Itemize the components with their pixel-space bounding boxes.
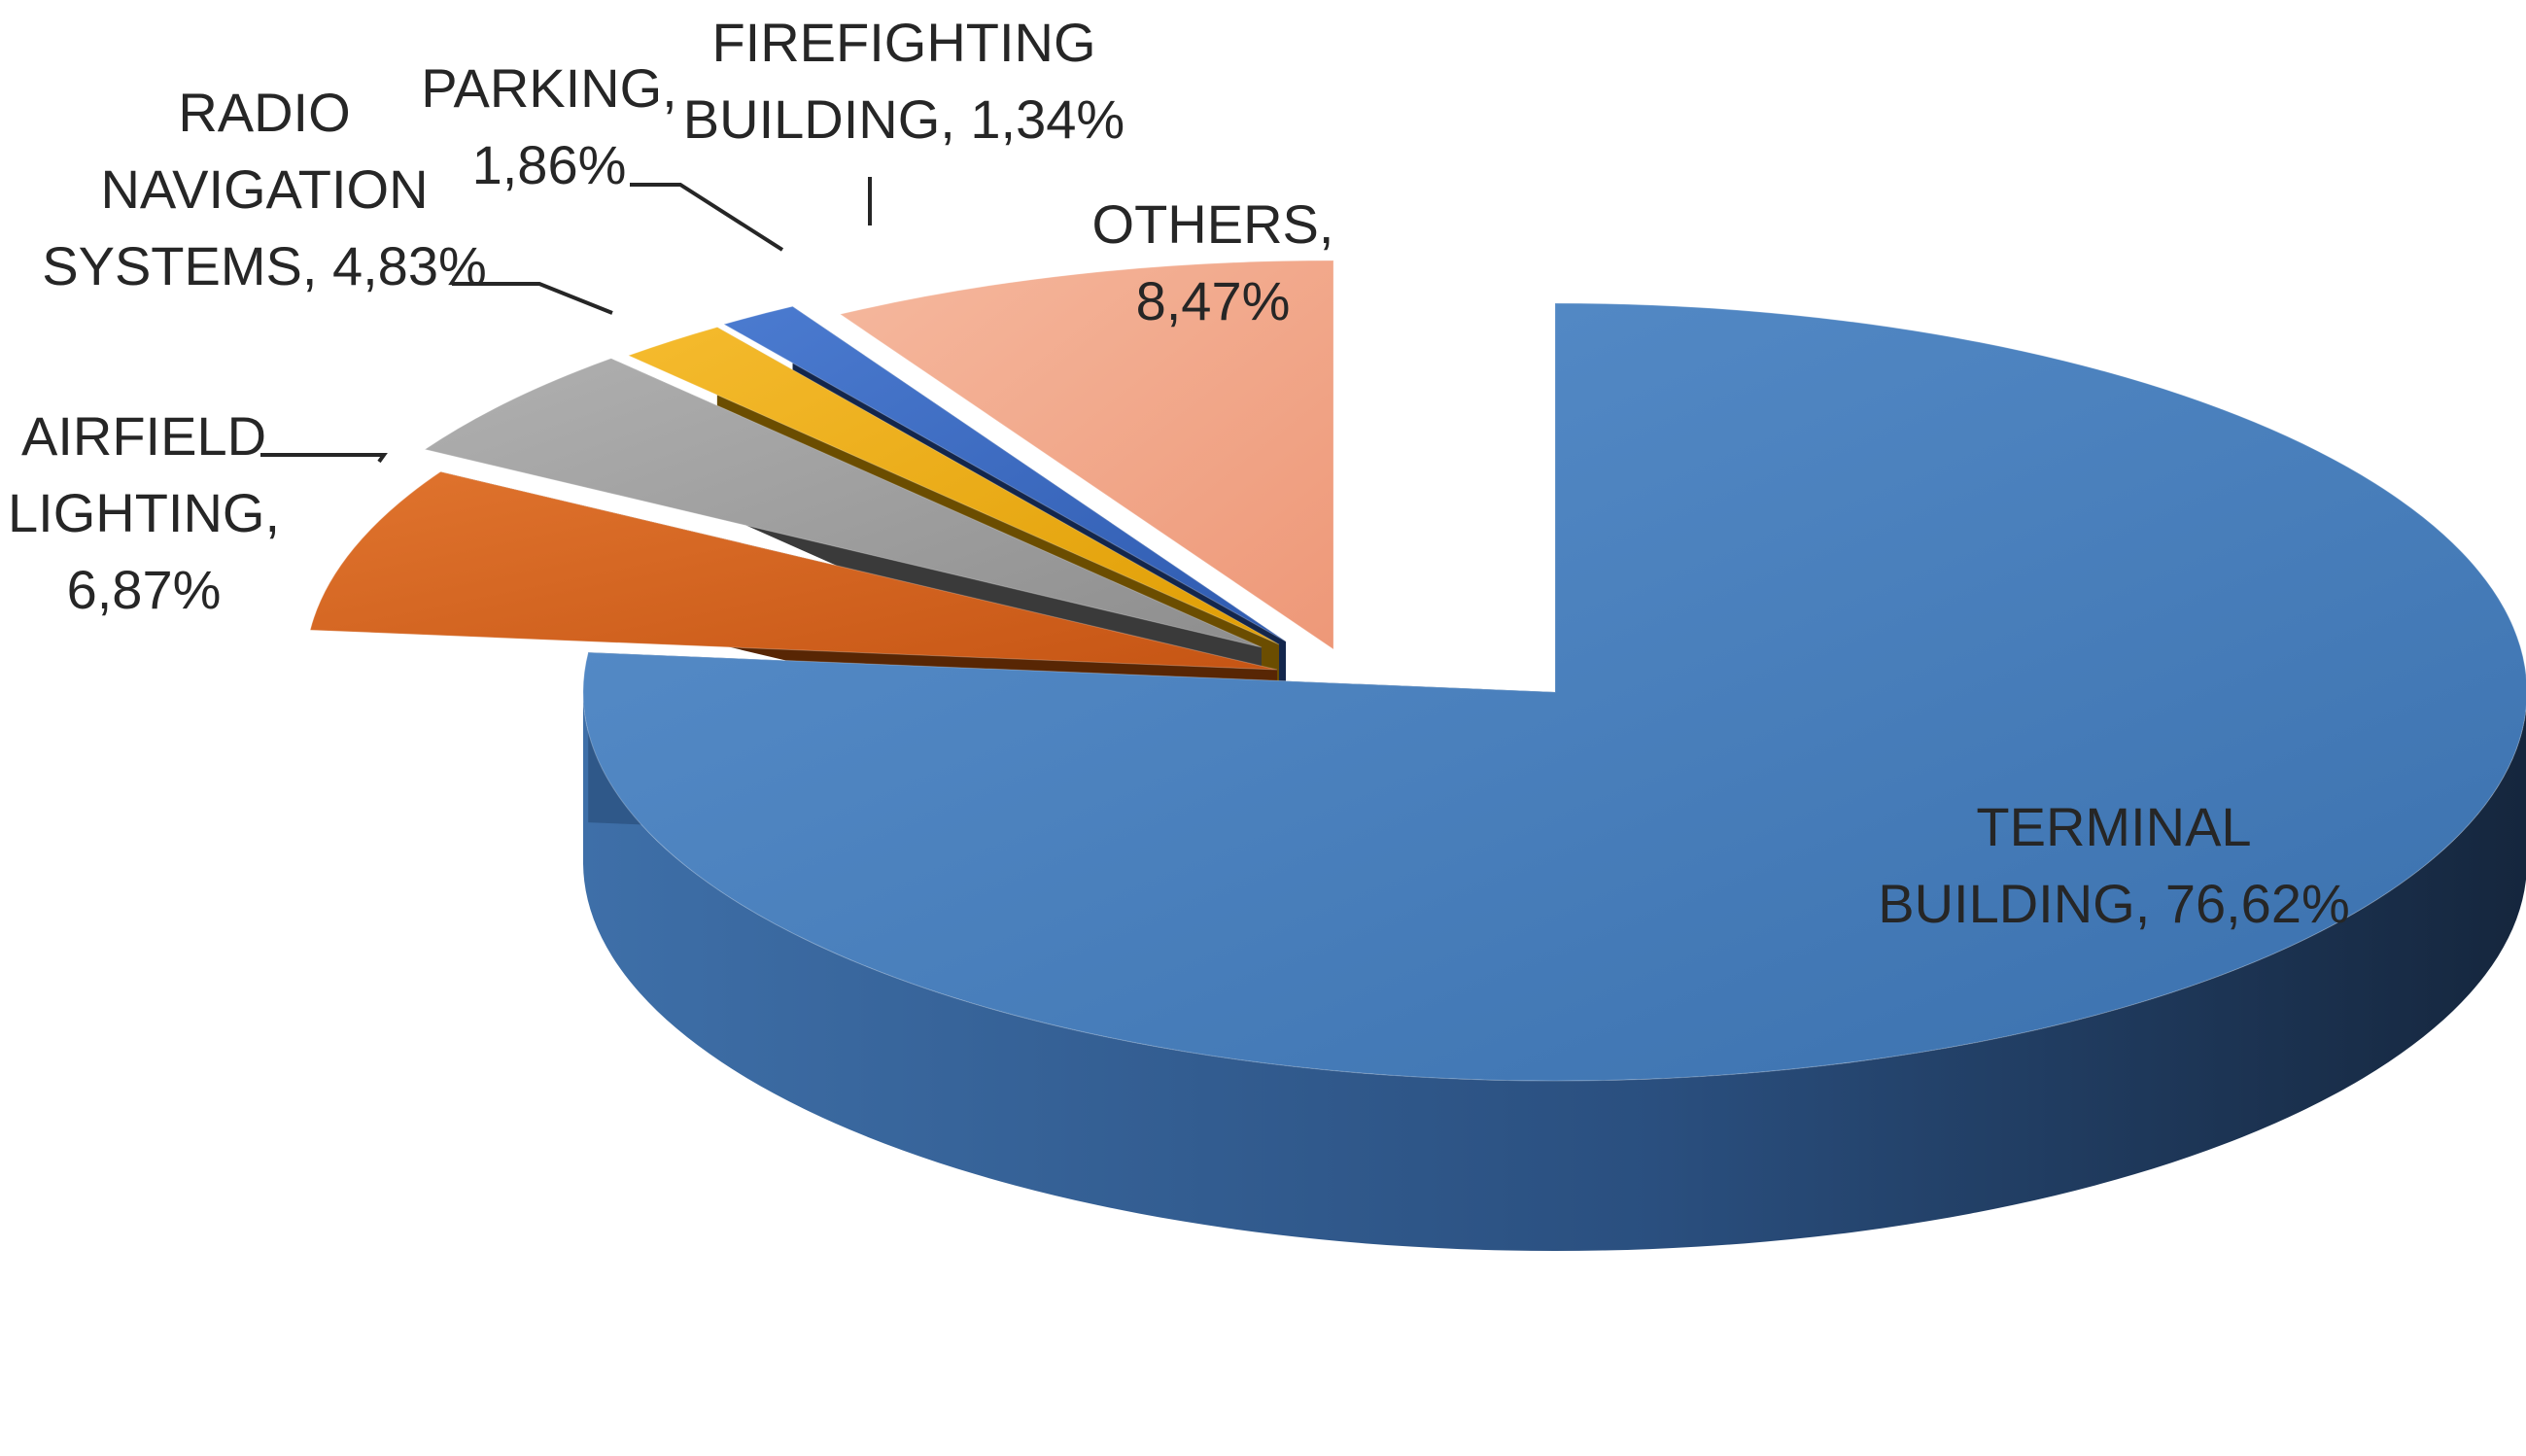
label-airfield-line: AIRFIELD — [21, 405, 266, 467]
slice-terminal-side-wall — [583, 692, 2526, 1251]
label-airfield-line: LIGHTING, — [8, 482, 280, 543]
label-radio: RADIO NAVIGATION SYSTEMS, 4,83% — [42, 82, 487, 296]
label-terminal-line: TERMINAL — [1976, 796, 2251, 857]
slice-terminal — [582, 302, 2526, 1082]
label-firefighting-line: FIREFIGHTING — [711, 12, 1095, 73]
label-airfield: AIRFIELD LIGHTING, 6,87% — [8, 405, 280, 620]
leader-line-radio — [452, 282, 613, 315]
label-airfield-line: 6,87% — [67, 559, 222, 620]
slice-airfield — [309, 470, 1278, 671]
leader-line-parking — [630, 183, 784, 252]
label-parking-line: PARKING, — [421, 57, 676, 119]
label-others-line: 8,47% — [1136, 270, 1291, 331]
label-parking-line: 1,86% — [472, 134, 627, 195]
label-firefighting-line: BUILDING, 1,34% — [683, 88, 1125, 150]
slice-parking — [627, 327, 1280, 645]
label-others: OTHERS, 8,47% — [1092, 193, 1334, 331]
label-terminal-line: BUILDING, 76,62% — [1878, 873, 2350, 934]
label-parking: PARKING, 1,86% — [421, 57, 676, 195]
label-firefighting: FIREFIGHTING BUILDING, 1,34% — [683, 12, 1125, 150]
slice-radio — [423, 358, 1263, 648]
label-radio-line: NAVIGATION — [100, 158, 428, 220]
label-terminal: TERMINAL BUILDING, 76,62% — [1878, 796, 2350, 934]
label-radio-line: SYSTEMS, 4,83% — [42, 235, 487, 296]
label-radio-line: RADIO — [178, 82, 350, 143]
label-others-line: OTHERS, — [1092, 193, 1334, 255]
leader-line-airfield — [260, 453, 388, 464]
slice-others — [839, 260, 1334, 650]
slice-firefighting — [722, 305, 1287, 642]
